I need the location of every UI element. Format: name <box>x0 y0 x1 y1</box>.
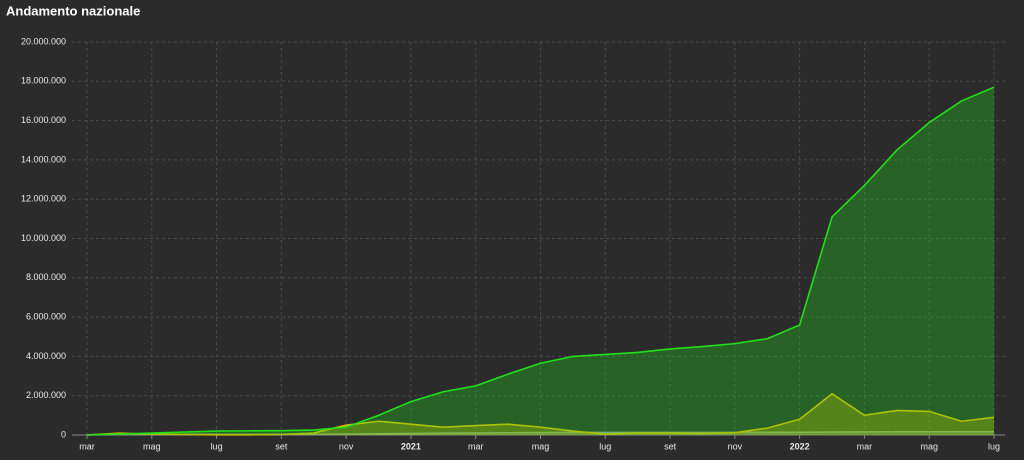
x-tick-label: nov <box>339 441 354 451</box>
y-tick-label: 2.000.000 <box>26 390 66 400</box>
area <box>87 87 994 435</box>
y-tick-label: 18.000.000 <box>21 76 66 86</box>
x-tick-label: nov <box>728 441 743 451</box>
x-tick-label: lug <box>211 441 223 451</box>
x-tick-label: 2022 <box>790 441 810 451</box>
y-tick-label: 8.000.000 <box>26 272 66 282</box>
x-tick-label: lug <box>599 441 611 451</box>
y-tick-label: 14.000.000 <box>21 154 66 164</box>
area <box>87 393 994 435</box>
y-tick-label: 10.000.000 <box>21 233 66 243</box>
x-tick-label: mag <box>143 441 161 451</box>
x-tick-label: mar <box>468 441 484 451</box>
x-tick-label: lug <box>988 441 1000 451</box>
y-tick-label: 0 <box>61 429 66 439</box>
chart-title: Andamento nazionale <box>6 3 140 18</box>
y-tick-label: 20.000.000 <box>21 36 66 46</box>
x-tick-label: mag <box>920 441 938 451</box>
x-tick-label: 2021 <box>401 441 421 451</box>
x-tick-label: set <box>664 441 677 451</box>
line <box>86 86 995 436</box>
y-tick-label: 4.000.000 <box>26 351 66 361</box>
y-tick-label: 12.000.000 <box>21 194 66 204</box>
line <box>86 392 995 436</box>
x-tick-label: mar <box>857 441 873 451</box>
y-tick-label: 16.000.000 <box>21 115 66 125</box>
y-tick-label: 6.000.000 <box>26 311 66 321</box>
x-tick-label: set <box>275 441 288 451</box>
x-tick-label: mar <box>79 441 95 451</box>
x-tick-label: mag <box>532 441 550 451</box>
